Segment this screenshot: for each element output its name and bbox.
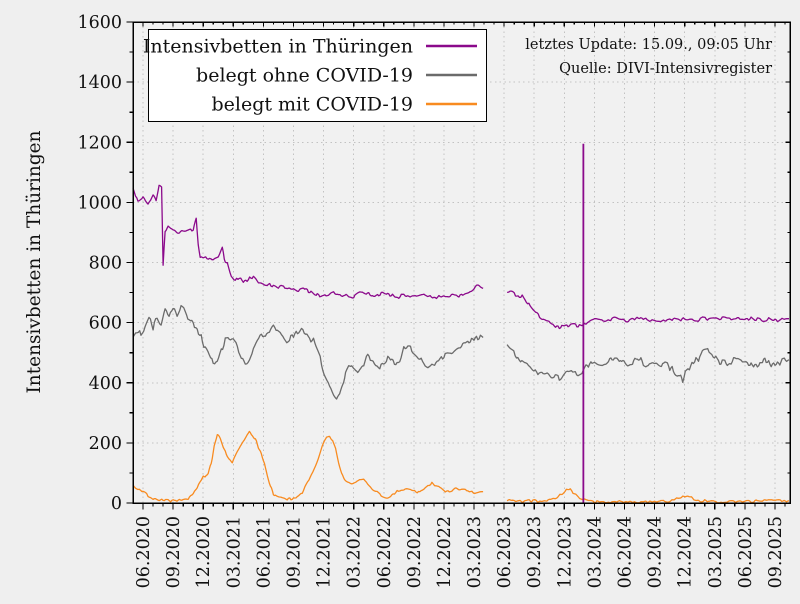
series-belegt-ohne-covid-19 bbox=[132, 304, 790, 400]
x-tick-label: 09.2022 bbox=[405, 516, 425, 588]
x-tick-label: 03.2021 bbox=[224, 516, 244, 588]
x-tick-label: 09.2021 bbox=[284, 516, 304, 588]
x-tick-label: 06.2023 bbox=[495, 516, 515, 588]
x-tick-label: 12.2023 bbox=[555, 516, 575, 588]
data-line bbox=[132, 304, 484, 400]
x-tick-label: 09.2020 bbox=[164, 516, 184, 588]
y-tick-label: 1200 bbox=[77, 133, 122, 153]
legend-label: Intensivbetten in Thüringen bbox=[143, 36, 413, 58]
y-tick-label: 800 bbox=[89, 254, 122, 274]
data-line bbox=[506, 290, 789, 330]
source-note: Quelle: DIVI-Intensivregister bbox=[559, 61, 772, 77]
y-tick-label: 1000 bbox=[77, 193, 122, 213]
legend: Intensivbetten in Thüringen belegt ohne C… bbox=[143, 28, 488, 123]
x-tick-label: 12.2022 bbox=[435, 516, 455, 588]
x-tick-label: 12.2024 bbox=[676, 516, 696, 588]
x-tick-label: 09.2025 bbox=[766, 516, 786, 588]
last-update-note: letztes Update: 15.09., 09:05 Uhr bbox=[525, 37, 772, 53]
legend-label: belegt ohne COVID-19 bbox=[196, 65, 413, 87]
x-tick-label: 06.2024 bbox=[615, 516, 635, 588]
x-tick-label: 06.2020 bbox=[134, 516, 154, 588]
y-tick-label: 0 bbox=[111, 494, 122, 514]
x-tick-label: 06.2021 bbox=[254, 516, 274, 588]
x-tick-label: 03.2023 bbox=[465, 516, 485, 588]
y-tick-label: 1400 bbox=[77, 73, 122, 93]
data-line bbox=[132, 430, 484, 503]
legend-label: belegt mit COVID-19 bbox=[211, 94, 413, 116]
x-tick-label: 12.2020 bbox=[194, 516, 214, 588]
x-tick-label: 03.2022 bbox=[345, 516, 365, 588]
y-tick-label: 1600 bbox=[77, 13, 122, 33]
y-tick-label: 200 bbox=[89, 434, 122, 454]
data-line bbox=[132, 184, 484, 300]
axis-ticks bbox=[126, 21, 790, 510]
x-tick-label: 12.2021 bbox=[315, 516, 335, 588]
x-tick-label: 09.2024 bbox=[646, 516, 666, 588]
x-tick-label: 03.2024 bbox=[585, 516, 605, 588]
y-tick-label: 600 bbox=[89, 314, 122, 334]
data-line bbox=[506, 344, 790, 384]
x-tick-label: 06.2025 bbox=[736, 516, 756, 588]
x-tick-label: 03.2025 bbox=[706, 516, 726, 588]
x-tick-label: 09.2023 bbox=[525, 516, 545, 588]
y-tick-label: 400 bbox=[89, 374, 122, 394]
series-intensivbetten-in-th-ringen bbox=[132, 184, 789, 330]
y-axis-label: Intensivbetten in Thüringen bbox=[24, 130, 45, 393]
x-tick-label: 06.2022 bbox=[375, 516, 395, 588]
